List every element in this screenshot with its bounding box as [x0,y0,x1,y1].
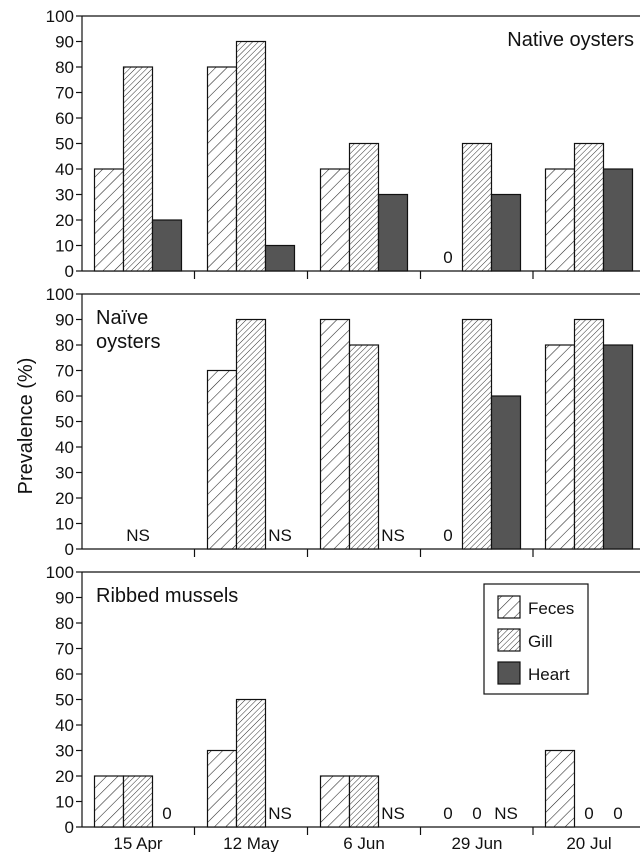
bar-gill [235,40,267,272]
category-label: 15 Apr [113,834,162,852]
bar-annotation: 0 [443,526,452,545]
category-label: 6 Jun [343,834,385,852]
bar-heart [490,395,522,550]
y-tick-label: 50 [55,413,74,432]
y-tick-label: 60 [55,109,74,128]
y-axis-label: Prevalence (%) [15,358,37,495]
bar-annotation: NS [268,804,292,823]
legend: Feces Gill Heart [483,583,589,695]
panel-title: Native oysters [507,29,634,51]
category-label: 29 Jun [451,834,502,852]
panel-3: 0 10 20 30 40 50 60 70 80 90 100 0 NS NS 0 0 NS 0 0 Ribbed … [46,563,640,837]
bar-feces [319,318,351,550]
y-tick-label: 70 [55,84,74,103]
y-tick-label: 0 [65,818,74,837]
y-tick-label: 0 [65,540,74,559]
bar-gill [573,142,605,272]
bar-heart [490,193,522,272]
bar-feces [206,66,238,272]
bar-gill [122,775,154,828]
bar-gill [348,344,380,550]
bar-gill [348,142,380,272]
bar-heart [151,219,183,272]
y-tick-label: 10 [55,793,74,812]
y-tick-label: 40 [55,716,74,735]
y-tick-label: 30 [55,742,74,761]
bar-feces [93,775,125,828]
bar-heart [264,244,296,272]
bar-feces [544,344,576,550]
bar-feces [206,749,238,828]
bar-heart [602,344,634,550]
panel-1: 0 10 20 30 40 50 60 70 80 90 100 0 Native oysters [46,7,640,281]
panel-2: 0 10 20 30 40 50 60 70 80 90 100 NS NS NS 0 Naïveoyster… [46,285,640,559]
legend-label-feces: Feces [528,599,574,618]
y-tick-label: 20 [55,211,74,230]
bar-annotation: 0 [472,804,481,823]
y-tick-label: 60 [55,387,74,406]
category-label: 20 Jul [566,834,611,852]
y-tick-label: 0 [65,262,74,281]
legend-label-heart: Heart [528,665,570,684]
y-tick-label: 30 [55,186,74,205]
panel-title: Naïve [96,307,148,329]
y-tick-label: 100 [46,7,74,26]
y-tick-label: 10 [55,237,74,256]
legend-label-gill: Gill [528,632,553,651]
bar-feces [544,749,576,828]
bar-annotation: NS [268,526,292,545]
y-tick-label: 40 [55,160,74,179]
y-tick-label: 80 [55,614,74,633]
bar-feces [319,775,351,828]
y-tick-label: 90 [55,33,74,52]
bar-annotation: 0 [584,804,593,823]
y-tick-label: 20 [55,489,74,508]
bar-annotation: NS [126,526,150,545]
bar-annotation: NS [381,526,405,545]
bar-gill [122,66,154,272]
y-tick-label: 90 [55,311,74,330]
bar-annotation: NS [494,804,518,823]
panel-title: oysters [96,331,160,353]
legend-swatch-feces [497,595,521,619]
y-tick-label: 50 [55,135,74,154]
y-tick-label: 50 [55,691,74,710]
bar-feces [206,369,238,550]
bar-annotation: 0 [443,248,452,267]
bar-feces [544,168,576,272]
y-tick-label: 100 [46,563,74,582]
bar-feces [93,168,125,272]
bar-gill [461,318,493,550]
y-tick-label: 20 [55,767,74,786]
y-tick-label: 60 [55,665,74,684]
bar-heart [602,168,634,272]
bar-annotation: 0 [613,804,622,823]
legend-swatch-heart [497,661,521,685]
bar-gill [348,775,380,828]
y-tick-label: 40 [55,438,74,457]
panel-title: Ribbed mussels [96,585,238,607]
bar-gill [461,142,493,272]
bar-annotation: 0 [443,804,452,823]
category-axis: 15 Apr 12 May 6 Jun 29 Jun 20 Jul [113,834,611,852]
y-tick-label: 90 [55,589,74,608]
bar-gill [573,318,605,550]
bar-annotation: 0 [162,804,171,823]
bar-annotation: NS [381,804,405,823]
legend-swatch-gill [497,628,521,652]
bar-heart [377,193,409,272]
y-tick-label: 100 [46,285,74,304]
bar-feces [319,168,351,272]
y-tick-label: 80 [55,58,74,77]
y-tick-label: 70 [55,640,74,659]
y-tick-label: 80 [55,336,74,355]
y-tick-label: 30 [55,464,74,483]
y-tick-label: 70 [55,362,74,381]
bar-gill [235,698,267,828]
category-label: 12 May [223,834,279,852]
y-tick-label: 10 [55,515,74,534]
bar-gill [235,318,267,550]
